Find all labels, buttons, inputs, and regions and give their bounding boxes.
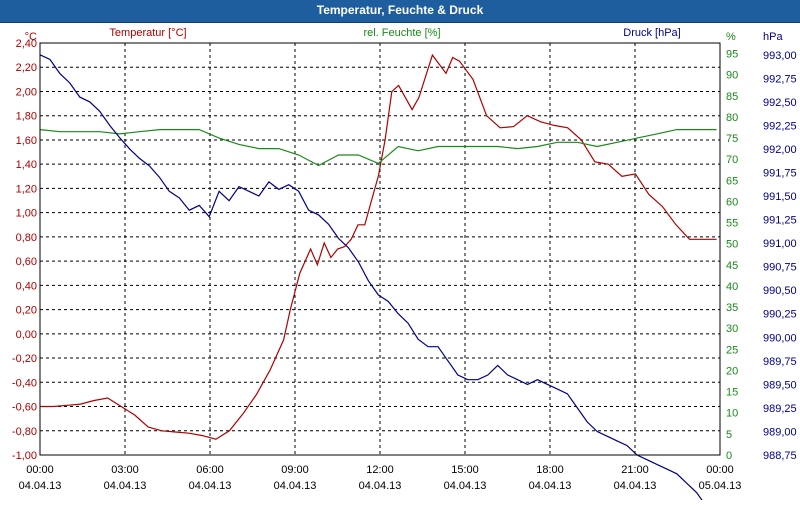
humidity-tick-label: 70 bbox=[726, 154, 738, 166]
x-tick-time: 15:00 bbox=[451, 464, 479, 476]
x-tick-date: 04.04.13 bbox=[444, 480, 487, 492]
temperature-tick-label: 2,20 bbox=[16, 62, 37, 74]
x-tick-time: 21:00 bbox=[621, 464, 649, 476]
x-tick-date: 04.04.13 bbox=[529, 480, 572, 492]
temperature-axis-title: Temperatur [°C] bbox=[109, 27, 186, 39]
pressure-tick-label: 989,25 bbox=[763, 403, 797, 415]
pressure-tick-label: 991,50 bbox=[763, 191, 797, 203]
humidity-tick-label: 25 bbox=[726, 344, 738, 356]
window-titlebar[interactable]: Temperatur, Feuchte & Druck bbox=[0, 0, 800, 23]
humidity-tick-label: 45 bbox=[726, 260, 738, 272]
temperature-tick-label: -0,40 bbox=[12, 377, 37, 389]
humidity-tick-label: 85 bbox=[726, 91, 738, 103]
plot-border bbox=[39, 42, 721, 456]
x-tick-time: 00:00 bbox=[26, 464, 54, 476]
x-tick-date: 04.04.13 bbox=[19, 480, 62, 492]
humidity-tick-label: 10 bbox=[726, 408, 738, 420]
series-line-pressure bbox=[39, 54, 707, 505]
x-tick-date: 04.04.13 bbox=[274, 480, 317, 492]
temperature-tick-label: 0,00 bbox=[16, 329, 37, 341]
pressure-tick-label: 992,50 bbox=[763, 97, 797, 109]
pressure-tick-label: 990,25 bbox=[763, 309, 797, 321]
x-tick-time: 06:00 bbox=[196, 464, 224, 476]
humidity-tick-label: 0 bbox=[726, 450, 732, 462]
humidity-tick-label: 55 bbox=[726, 218, 738, 230]
x-tick-time: 03:00 bbox=[111, 464, 139, 476]
humidity-tick-label: 60 bbox=[726, 196, 738, 208]
pressure-tick-label: 991,25 bbox=[763, 215, 797, 227]
x-tick-date: 04.04.13 bbox=[104, 480, 147, 492]
x-tick-time: 00:00 bbox=[706, 464, 734, 476]
temperature-tick-label: -1,00 bbox=[12, 450, 37, 462]
temperature-tick-label: 0,40 bbox=[16, 280, 37, 292]
pressure-tick-label: 989,50 bbox=[763, 379, 797, 391]
pressure-tick-label: 990,50 bbox=[763, 285, 797, 297]
temperature-tick-label: 1,20 bbox=[16, 183, 37, 195]
temperature-tick-label: 0,20 bbox=[16, 305, 37, 317]
pressure-tick-label: 990,75 bbox=[763, 262, 797, 274]
pressure-tick-label: 991,00 bbox=[763, 238, 797, 250]
temperature-tick-label: 0,60 bbox=[16, 256, 37, 268]
humidity-tick-label: 30 bbox=[726, 323, 738, 335]
temperature-unit-label: °C bbox=[25, 31, 37, 43]
humidity-axis-title: rel. Feuchte [%] bbox=[363, 27, 440, 39]
temperature-tick-label: -0,20 bbox=[12, 353, 37, 365]
humidity-tick-label: 95 bbox=[726, 49, 738, 61]
temperature-tick-label: 2,40 bbox=[16, 38, 37, 50]
pressure-tick-label: 990,00 bbox=[763, 332, 797, 344]
pressure-axis-title: Druck [hPa] bbox=[623, 27, 680, 39]
temperature-tick-label: 1,80 bbox=[16, 111, 37, 123]
temperature-tick-label: 1,00 bbox=[16, 208, 37, 220]
humidity-tick-label: 40 bbox=[726, 281, 738, 293]
humidity-tick-label: 65 bbox=[726, 175, 738, 187]
x-tick-time: 18:00 bbox=[536, 464, 564, 476]
humidity-tick-label: 15 bbox=[726, 387, 738, 399]
humidity-tick-label: 35 bbox=[726, 302, 738, 314]
pressure-tick-label: 993,00 bbox=[763, 50, 797, 62]
humidity-tick-label: 75 bbox=[726, 133, 738, 145]
pressure-tick-label: 988,75 bbox=[763, 450, 797, 462]
pressure-tick-label: 989,00 bbox=[763, 426, 797, 438]
window-title: Temperatur, Feuchte & Druck bbox=[316, 3, 484, 17]
pressure-tick-label: 989,75 bbox=[763, 356, 797, 368]
temperature-tick-label: -0,80 bbox=[12, 426, 37, 438]
humidity-tick-label: 90 bbox=[726, 70, 738, 82]
pressure-tick-label: 992,00 bbox=[763, 144, 797, 156]
x-tick-date: 04.04.13 bbox=[189, 480, 232, 492]
pressure-tick-label: 991,75 bbox=[763, 167, 797, 179]
temperature-tick-label: -0,60 bbox=[12, 402, 37, 414]
humidity-tick-label: 20 bbox=[726, 365, 738, 377]
x-tick-time: 12:00 bbox=[366, 464, 394, 476]
temperature-tick-label: 1,60 bbox=[16, 135, 37, 147]
x-tick-date: 05.04.13 bbox=[699, 480, 742, 492]
x-tick-date: 04.04.13 bbox=[614, 480, 657, 492]
humidity-tick-label: 5 bbox=[726, 429, 732, 441]
temperature-tick-label: 1,40 bbox=[16, 159, 37, 171]
x-tick-date: 04.04.13 bbox=[359, 480, 402, 492]
chart-area: 00:00 04.04.13 03:00 04.04.13 06:00 04.04.13 0… bbox=[0, 23, 800, 505]
humidity-tick-label: 50 bbox=[726, 239, 738, 251]
pressure-tick-label: 992,25 bbox=[763, 120, 797, 132]
humidity-unit-label: % bbox=[726, 31, 736, 43]
x-tick-time: 09:00 bbox=[281, 464, 309, 476]
chart-svg: 00:00 04.04.13 03:00 04.04.13 06:00 04.04.13 0… bbox=[12, 27, 797, 505]
temperature-tick-label: 0,80 bbox=[16, 232, 37, 244]
series-line-humidity bbox=[39, 128, 717, 167]
temperature-tick-label: 2,00 bbox=[16, 86, 37, 98]
pressure-tick-label: 992,75 bbox=[763, 73, 797, 85]
humidity-tick-label: 80 bbox=[726, 112, 738, 124]
pressure-unit-label: hPa bbox=[763, 31, 783, 43]
